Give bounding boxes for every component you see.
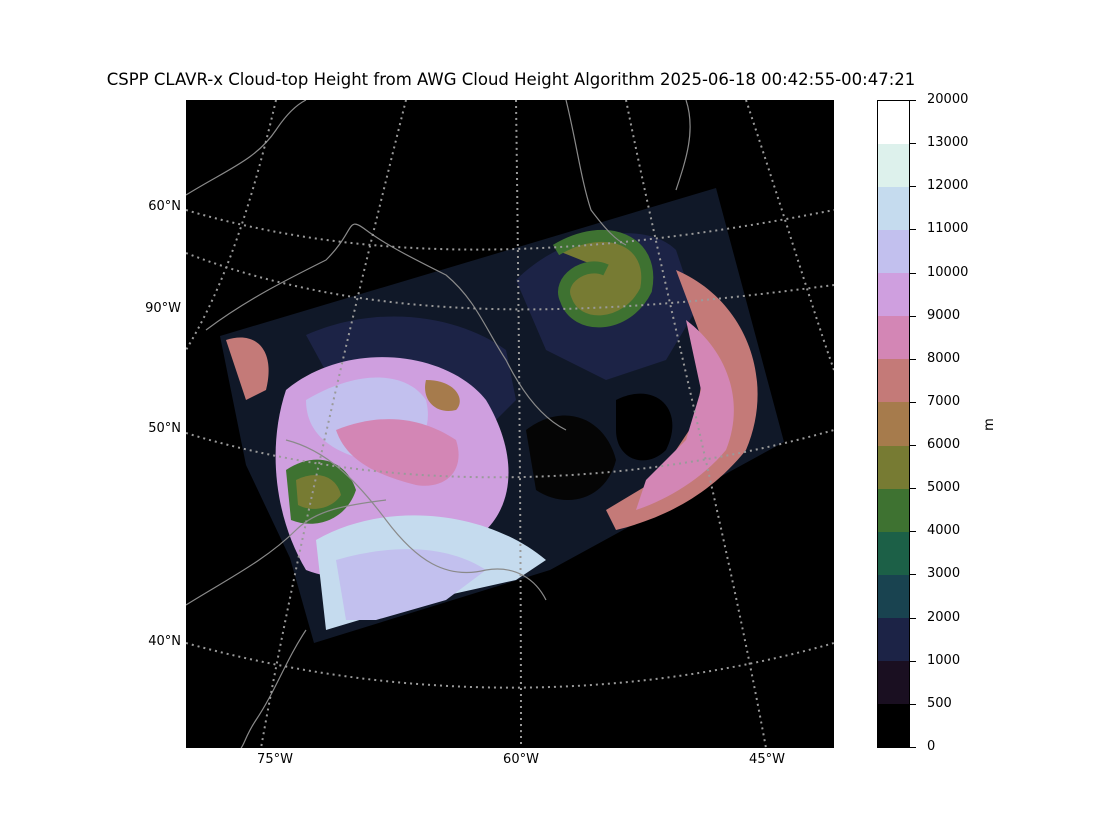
colorbar-segment (878, 101, 909, 145)
colorbar-tick-label: 9000 (927, 307, 961, 323)
colorbar-segment (878, 617, 909, 661)
colorbar-tick-mark (910, 229, 916, 231)
lat-label-50n: 50°N (148, 421, 181, 436)
colorbar-tick-mark (910, 401, 916, 403)
colorbar-tick-label: 7000 (927, 393, 961, 409)
colorbar-tick-label: 6000 (927, 437, 961, 453)
colorbar-tick-label: 1000 (927, 652, 961, 668)
lon-label-45w: 45°W (749, 752, 785, 767)
colorbar-tick-label: 13000 (927, 135, 969, 151)
graticule (186, 100, 834, 748)
colorbar-segment (878, 316, 909, 360)
colorbar-segment (878, 488, 909, 532)
chart-title: CSPP CLAVR-x Cloud-top Height from AWG C… (106, 70, 916, 89)
colorbar-tick-label: 20000 (927, 92, 969, 107)
colorbar-segment (878, 703, 909, 747)
colorbar-segment (878, 445, 909, 489)
colorbar (877, 100, 910, 748)
colorbar-segment (878, 144, 909, 188)
map-panel (186, 100, 834, 748)
colorbar-tick-mark (910, 143, 916, 145)
colorbar-tick-mark (910, 660, 916, 662)
colorbar-tick-label: 2000 (927, 609, 961, 625)
colorbar-tick-mark (910, 531, 916, 533)
cloud-swath (220, 188, 784, 643)
coastlines (186, 100, 691, 748)
colorbar-tick-mark (910, 315, 916, 317)
colorbar-tick-label: 5000 (927, 480, 961, 496)
colorbar-segment (878, 273, 909, 317)
colorbar-tick-mark (910, 574, 916, 576)
colorbar-tick-label: 11000 (927, 221, 969, 237)
colorbar-tick-mark (910, 358, 916, 360)
colorbar-segment (878, 359, 909, 403)
colorbar-segment (878, 574, 909, 618)
colorbar-tick-label: 4000 (927, 523, 961, 539)
map-svg (186, 100, 834, 748)
colorbar-tick-label: 0 (927, 739, 936, 754)
colorbar-tick-mark (910, 488, 916, 490)
lon-label-90w: 90°W (145, 301, 181, 316)
colorbar-tick-label: 3000 (927, 566, 961, 582)
lat-label-60n: 60°N (148, 199, 181, 214)
lat-label-40n: 40°N (148, 634, 181, 649)
colorbar-tick-mark (910, 617, 916, 619)
colorbar-segment (878, 660, 909, 704)
colorbar-tick-label: 8000 (927, 350, 961, 366)
colorbar-segment (878, 402, 909, 446)
colorbar-tick-label: 12000 (927, 178, 969, 194)
lon-label-60w: 60°W (503, 752, 539, 767)
colorbar-tick-mark (910, 445, 916, 447)
colorbar-segment (878, 531, 909, 575)
lon-label-75w: 75°W (257, 752, 293, 767)
colorbar-tick-label: 10000 (927, 264, 969, 280)
colorbar-tick-mark (910, 186, 916, 188)
colorbar-tick-label: 500 (927, 695, 952, 711)
colorbar-unit-label: m (981, 418, 997, 431)
colorbar-segment (878, 230, 909, 274)
colorbar-tick-mark (910, 272, 916, 274)
colorbar-tick-mark (910, 100, 916, 101)
colorbar-tick-mark (910, 747, 916, 748)
colorbar-segment (878, 187, 909, 231)
colorbar-tick-mark (910, 703, 916, 705)
